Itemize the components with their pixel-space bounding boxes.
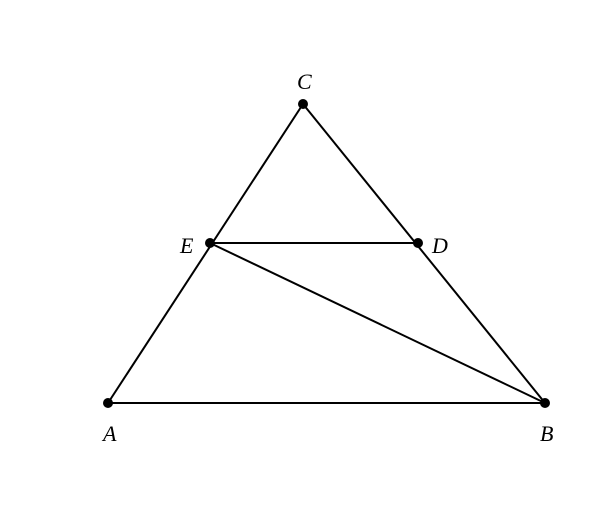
label-C: C — [297, 69, 312, 95]
label-A: A — [103, 421, 116, 447]
edge-E-B — [210, 243, 545, 403]
point-E — [205, 238, 215, 248]
geometry-diagram: A B C D E — [0, 0, 609, 523]
label-B: B — [540, 421, 553, 447]
label-D: D — [432, 233, 448, 259]
label-E: E — [180, 233, 193, 259]
point-D — [413, 238, 423, 248]
point-C — [298, 99, 308, 109]
point-B — [540, 398, 550, 408]
edge-A-C — [108, 104, 303, 403]
point-A — [103, 398, 113, 408]
edge-B-C — [303, 104, 545, 403]
